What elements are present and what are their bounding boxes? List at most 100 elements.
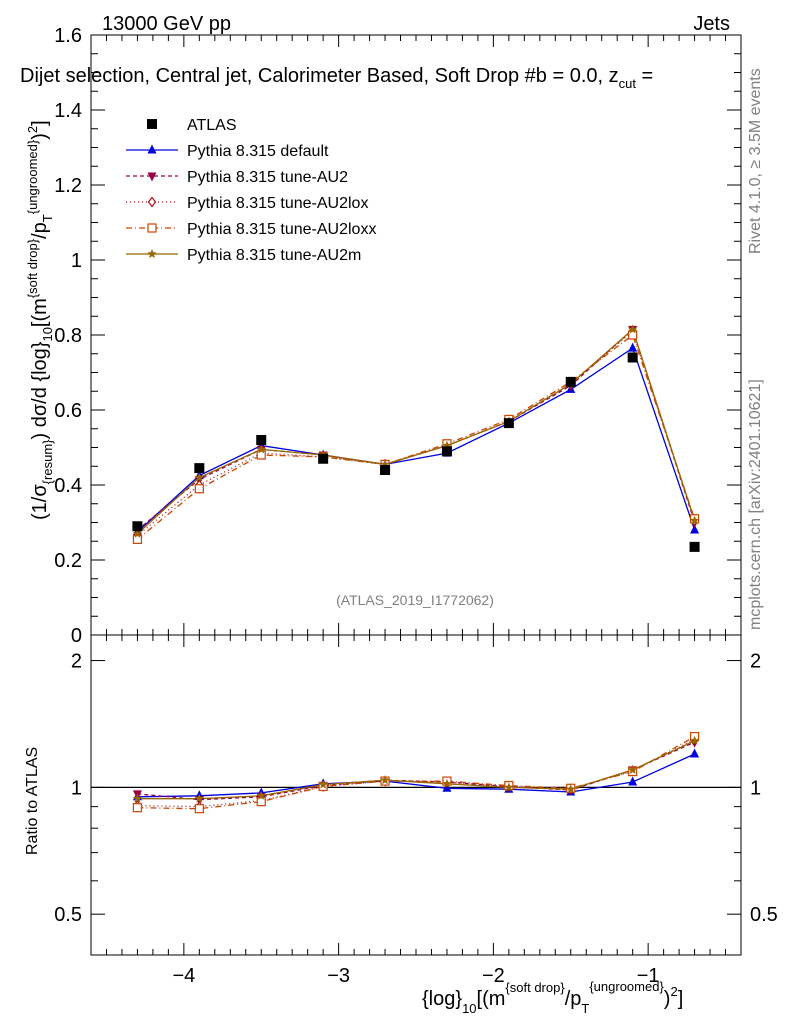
series-line-main — [136, 328, 696, 535]
series-point-main — [380, 459, 390, 469]
series-point-main — [689, 515, 700, 525]
legend-entry: Pythia 8.315 default — [126, 143, 329, 160]
legend-marker — [147, 119, 157, 129]
subtitle-subscript: cut — [619, 76, 637, 91]
series-point-ratio — [689, 735, 700, 745]
series-point-ratio — [690, 748, 700, 758]
atlas-data-point — [441, 446, 452, 457]
atlas-data-point — [565, 376, 576, 387]
legend-entry: ATLAS — [147, 117, 237, 134]
y-tick-label-main: 0.6 — [54, 400, 82, 422]
series-point-main — [442, 440, 452, 450]
atlas-data-point — [689, 541, 700, 552]
atlas-data-point — [318, 453, 329, 464]
svg-text:{log}10[(m{soft drop}/pT{ungro: {log}10[(m{soft drop}/pT{ungroomed})2] — [422, 979, 683, 1016]
y-tick-label-main: 0.4 — [54, 475, 82, 497]
axes-layer: −4 −3 −2 −1 0 0.2 0.4 0.6 0.8 1 1.2 1.4 1.6 0.5 0.5 1 1 2… — [54, 25, 778, 987]
legend-label: Pythia 8.315 tune-AU2m — [187, 247, 361, 264]
legend-label: Pythia 8.315 tune-AU2loxx — [187, 221, 376, 238]
y-tick-label-main: 0.8 — [54, 325, 82, 347]
legend-label: ATLAS — [187, 117, 237, 134]
header-left: 13000 GeV pp — [102, 13, 231, 35]
atlas-data-point — [256, 435, 267, 445]
svg-text:(1/σ{resum}) dσ/d {log}10[(m{s: (1/σ{resum}) dσ/d {log}10[(m{soft drop}/… — [25, 120, 55, 520]
series-line-main — [136, 328, 696, 531]
series-point-main — [690, 524, 700, 534]
y-tick-label-main: 0 — [71, 625, 82, 647]
legend-label: Pythia 8.315 default — [187, 143, 329, 160]
subtitle: Dijet selection, Central jet, Calorimete… — [20, 65, 653, 91]
series-point-ratio — [256, 797, 266, 807]
mcplots-label: mcplots.cern.ch [arXiv:2401.10621] — [747, 379, 764, 630]
atlas-data-point — [503, 418, 514, 429]
series-line-main — [136, 333, 696, 540]
y-tick-label-main: 1.4 — [54, 100, 82, 122]
atlas-data-point — [627, 352, 638, 363]
legend-entry: Pythia 8.315 tune-AU2m — [126, 247, 361, 264]
legend-marker — [147, 196, 157, 208]
series-point-main — [194, 484, 204, 494]
x-tick-label: −2 — [482, 965, 505, 987]
series-point-ratio — [132, 793, 143, 803]
legend-label: Pythia 8.315 tune-AU2 — [187, 169, 348, 186]
legend-entry: Pythia 8.315 tune-AU2loxx — [126, 221, 376, 238]
x-tick-label: −4 — [172, 965, 195, 987]
y-tick-label-ratio: 1 — [71, 777, 82, 799]
series-point-ratio — [504, 782, 514, 792]
series-point-ratio — [194, 793, 205, 803]
series-point-main — [256, 444, 266, 454]
series-line-ratio — [137, 753, 695, 798]
y-tick-label-ratio: 0.5 — [54, 904, 82, 926]
atlas-data-point — [132, 521, 143, 532]
y-tick-label-ratio: 2 — [71, 651, 82, 673]
series-point-main — [132, 534, 143, 544]
legend-label: Pythia 8.315 tune-AU2lox — [187, 195, 368, 212]
series-line-ratio — [137, 741, 695, 801]
analysis-watermark: (ATLAS_2019_I1772062) — [336, 592, 494, 608]
x-tick-label: −1 — [637, 965, 660, 987]
series-layer — [132, 324, 700, 814]
legend-marker — [147, 172, 157, 182]
series-point-ratio — [380, 775, 390, 785]
x-axis-label: {log}10[(m{soft drop}/pT{ungroomed})2] — [422, 979, 683, 1016]
y-tick-label-main: 0.2 — [54, 550, 82, 572]
series-point-main — [256, 450, 266, 460]
series-point-ratio — [318, 779, 328, 789]
subtitle-tail: = — [636, 65, 653, 87]
legend-entry: Pythia 8.315 tune-AU2 — [126, 169, 348, 186]
header-right: Jets — [693, 13, 730, 35]
ratio-frame — [90, 634, 742, 956]
series-point-ratio — [566, 784, 576, 794]
x-tick-label: −3 — [327, 965, 350, 987]
series-point-ratio — [442, 778, 452, 788]
series-point-ratio — [132, 803, 143, 813]
series-line-ratio — [137, 740, 695, 800]
legend-marker — [147, 249, 157, 258]
subtitle-text: Dijet selection, Central jet, Calorimete… — [20, 65, 653, 91]
series-point-main — [194, 472, 205, 482]
y-tick-label-main: 1.6 — [54, 25, 82, 47]
rivet-label: Rivet 4.1.0, ≥ 3.5M events — [747, 68, 764, 254]
y-tick-label-ratio-right: 2 — [750, 651, 761, 673]
y-tick-label-main: 1.2 — [54, 175, 82, 197]
y-axis-label-ratio: Ratio to ATLAS — [24, 747, 41, 855]
series-line-ratio — [137, 738, 695, 808]
legend-marker — [147, 223, 157, 233]
legend-marker — [147, 144, 157, 154]
series-point-main — [628, 342, 638, 352]
atlas-data-point — [194, 463, 205, 474]
series-point-ratio — [256, 790, 266, 800]
y-tick-label-ratio-right: 0.5 — [750, 904, 778, 926]
legend-entry: Pythia 8.315 tune-AU2lox — [126, 195, 368, 212]
y-tick-label-ratio-right: 1 — [750, 777, 761, 799]
series-line-main — [136, 347, 696, 533]
atlas-data-point — [380, 465, 391, 475]
series-point-main — [628, 330, 638, 340]
series-point-main — [132, 528, 143, 538]
series-point-ratio — [194, 804, 204, 814]
series-point-ratio — [627, 764, 638, 774]
series-point-ratio — [628, 776, 638, 786]
series-point-main — [627, 324, 638, 334]
legend: ATLAS Pythia 8.315 default Pythia 8.315 tu… — [126, 117, 376, 264]
